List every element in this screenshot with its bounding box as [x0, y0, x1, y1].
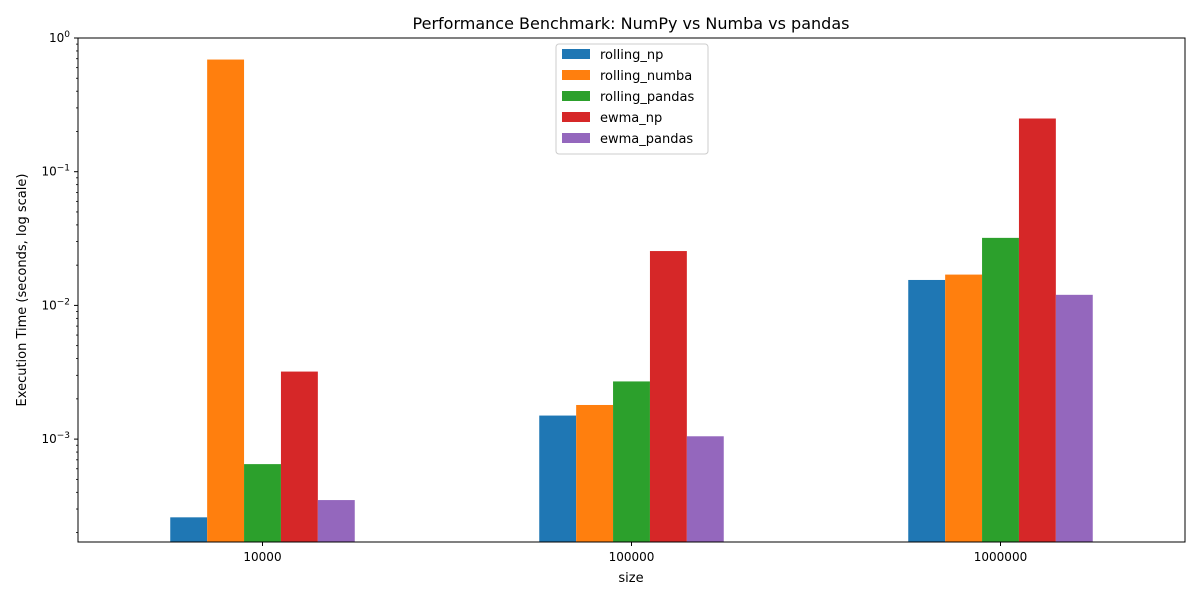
legend-swatch-rolling_numba — [562, 70, 590, 80]
bar-rolling_numba-100000 — [576, 404, 614, 542]
legend-items: rolling_np rolling_numba rolling_pandasewm… — [562, 48, 695, 147]
y-tick-label: 10−1 — [41, 164, 70, 179]
bar-rolling_np-10000 — [170, 517, 208, 542]
x-tick-label: 1000000 — [974, 550, 1027, 564]
bar-ewma_pandas-100000 — [686, 436, 724, 542]
bar-ewma_np-1000000 — [1018, 118, 1056, 542]
y-tick-label: 10−3 — [41, 431, 70, 446]
bars-layer — [170, 59, 1093, 543]
bar-ewma_pandas-10000 — [317, 500, 355, 542]
y-tick-label: 10−2 — [41, 297, 70, 312]
y-tick-label: 100 — [49, 30, 70, 45]
bar-rolling_pandas-100000 — [613, 381, 650, 542]
x-axis-title: size — [618, 571, 643, 586]
bar-rolling_pandas-1000000 — [982, 237, 1019, 542]
bar-rolling_np-100000 — [539, 415, 577, 542]
x-axis-ticks: 10000 100000 1000000 — [243, 542, 1027, 564]
chart-title: Performance Benchmark: NumPy vs Numba vs… — [413, 14, 850, 33]
legend-label-rolling_numba: rolling_numba — [600, 69, 692, 84]
bar-rolling_numba-1000000 — [945, 274, 983, 542]
legend-frame — [555, 43, 709, 155]
bar-ewma_np-100000 — [649, 251, 687, 543]
legend-swatch-rolling_np — [562, 49, 590, 59]
bar-ewma_pandas-1000000 — [1055, 294, 1093, 542]
bar-rolling_numba-10000 — [207, 59, 245, 543]
bar-rolling_pandas-10000 — [244, 464, 281, 542]
legend-label-rolling_np: rolling_np — [600, 48, 663, 63]
legend-label-rolling_pandas: rolling_pandas — [600, 90, 695, 105]
legend-swatch-ewma_pandas — [562, 133, 590, 143]
legend-label-ewma_np: ewma_np — [600, 111, 662, 126]
x-tick-label: 100000 — [609, 550, 655, 564]
bar-rolling_np-1000000 — [908, 279, 946, 542]
x-tick-label: 10000 — [243, 550, 281, 564]
y-axis-ticks: 10−3 10−2 10−1 100 — [41, 30, 78, 533]
bar-ewma_np-10000 — [280, 371, 318, 542]
legend-label-ewma_pandas: ewma_pandas — [600, 132, 693, 147]
legend-swatch-rolling_pandas — [562, 91, 590, 101]
y-axis-title: Execution Time (seconds, log scale) — [15, 174, 30, 407]
legend-swatch-ewma_np — [562, 112, 590, 122]
legend: rolling_np rolling_numba rolling_pandasewm… — [555, 43, 709, 155]
